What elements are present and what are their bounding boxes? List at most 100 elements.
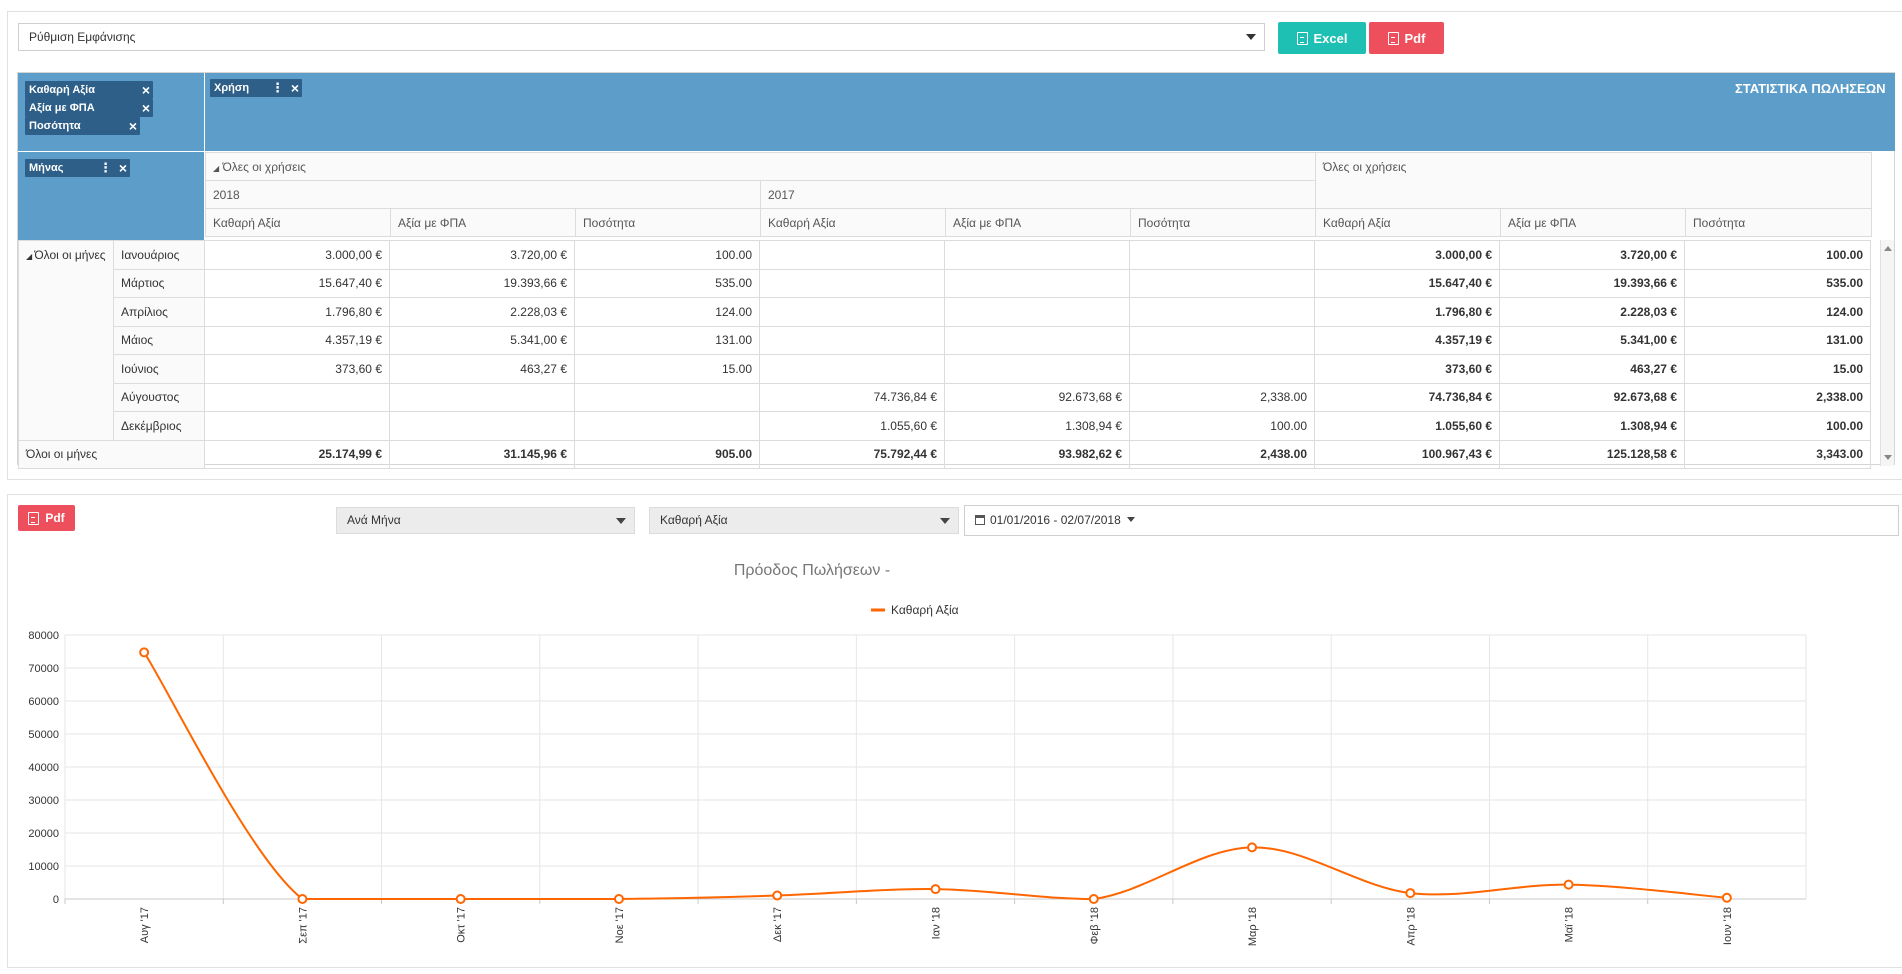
data-point <box>772 890 783 901</box>
data-point <box>1247 842 1258 853</box>
table-cell: 463,27 € <box>1499 354 1685 384</box>
y-tick-label: 10000 <box>28 861 59 873</box>
chart-pdf-label: Pdf <box>45 511 65 525</box>
column-field-chip[interactable]: Χρήση ⋮ × <box>210 79 302 97</box>
excel-file-icon <box>1296 31 1308 45</box>
close-icon[interactable]: × <box>141 82 150 98</box>
scroll-up-icon[interactable] <box>1884 246 1892 251</box>
table-cell: 1.796,80 € <box>1314 297 1500 327</box>
table-cell: 100.00 <box>1129 411 1315 441</box>
x-tick-label: Μαρ '18 <box>1247 907 1259 946</box>
table-row: Μάρτιος 15.647,40 €19.393,66 €535.00 15.64… <box>19 268 1871 298</box>
data-point <box>297 894 308 904</box>
table-cell <box>944 354 1130 384</box>
month-label: Μάιος <box>113 325 205 355</box>
close-icon[interactable]: × <box>141 100 150 116</box>
date-range-picker[interactable]: 01/01/2016 - 02/07/2018 <box>964 505 1899 536</box>
table-cell <box>1129 325 1315 355</box>
table-cell <box>759 354 945 384</box>
table-cell: 2.228,03 € <box>389 297 575 327</box>
all-months-label: Όλοι οι μήνες <box>34 248 106 262</box>
table-cell: 131.00 <box>574 325 760 355</box>
year-header[interactable]: 2017 <box>760 180 1316 209</box>
close-icon[interactable]: × <box>128 118 137 134</box>
table-cell <box>1129 354 1315 384</box>
scroll-down-icon[interactable] <box>1884 455 1892 460</box>
y-tick-label: 0 <box>53 894 59 906</box>
all-months-header[interactable]: ◢ Όλοι οι μήνες <box>18 240 114 441</box>
group-by-select[interactable]: Ανά Μήνα <box>336 507 635 534</box>
total-cell: 93.982,62 € <box>944 439 1130 469</box>
table-cell: 15.647,40 € <box>1314 268 1500 298</box>
metric-select[interactable]: Καθαρή Αξία <box>649 507 959 534</box>
table-cell <box>389 382 575 412</box>
chevron-down-icon <box>940 518 950 524</box>
all-years-header[interactable]: ◢ Όλες οι χρήσεις <box>205 152 1316 181</box>
table-cell: 124.00 <box>574 297 760 327</box>
data-field-chip[interactable]: Καθαρή Αξία × <box>25 81 153 99</box>
x-tick-label: Οκτ '17 <box>456 907 468 943</box>
table-cell: 131.00 <box>1684 325 1871 355</box>
table-cell: 4.357,19 € <box>204 325 390 355</box>
close-icon[interactable]: × <box>118 160 127 176</box>
layout-select-value: Ρύθμιση Εμφάνισης <box>29 30 136 44</box>
data-point <box>1088 894 1099 904</box>
table-cell: 535.00 <box>1684 268 1871 298</box>
x-tick-label: Νοε '17 <box>614 907 626 943</box>
chart-pdf-button[interactable]: Pdf <box>18 505 75 531</box>
calendar-icon <box>975 515 985 525</box>
table-cell: 373,60 € <box>1314 354 1500 384</box>
table-cell <box>574 382 760 412</box>
collapse-triangle-icon[interactable]: ◢ <box>26 252 35 261</box>
all-years-label: Όλες οι χρήσεις <box>222 159 306 174</box>
table-cell: 2,338.00 <box>1129 382 1315 412</box>
collapse-triangle-icon[interactable]: ◢ <box>213 163 220 173</box>
table-cell: 100.00 <box>574 240 760 270</box>
year-header[interactable]: 2018 <box>205 180 761 209</box>
more-vertical-icon[interactable]: ⋮ <box>99 160 112 175</box>
table-cell <box>574 411 760 441</box>
data-point <box>139 647 150 658</box>
report-title: ΣΤΑΤΙΣΤΙΚΑ ΠΩΛΗΣΕΩΝ <box>1735 81 1886 96</box>
row-field-chip[interactable]: Μήνας ⋮ × <box>25 159 130 177</box>
grand-total-label: Όλες οι χρήσεις <box>1323 160 1407 174</box>
pdf-button-label: Pdf <box>1404 30 1426 46</box>
row-fields-area: Μήνας ⋮ × <box>18 152 204 240</box>
excel-button-label: Excel <box>1313 30 1348 46</box>
close-icon[interactable]: × <box>290 80 299 96</box>
table-cell <box>204 411 390 441</box>
table-cell <box>944 325 1130 355</box>
more-vertical-icon[interactable]: ⋮ <box>271 80 284 95</box>
table-cell: 74.736,84 € <box>1314 382 1500 412</box>
table-cell: 74.736,84 € <box>759 382 945 412</box>
y-tick-label: 60000 <box>28 696 59 708</box>
column-header-table: ◢ Όλες οι χρήσεις Όλες οι χρήσεις 2018 2… <box>205 152 1872 237</box>
date-range-value: 01/01/2016 - 02/07/2018 <box>990 513 1121 527</box>
table-cell: 535.00 <box>574 268 760 298</box>
table-cell <box>389 411 575 441</box>
table-cell: 1.055,60 € <box>759 411 945 441</box>
excel-export-button[interactable]: Excel <box>1278 22 1366 54</box>
data-fields-area: Καθαρή Αξία × Αξία με ΦΠΑ × Ποσότητα × <box>18 73 204 151</box>
column-field-label: Χρήση <box>214 82 250 94</box>
layout-select[interactable]: Ρύθμιση Εμφάνισης <box>18 23 1265 51</box>
total-cell: 905.00 <box>574 439 760 469</box>
data-field-chip[interactable]: Αξία με ΦΠΑ × <box>25 99 153 117</box>
grand-total-header: Όλες οι χρήσεις <box>1315 152 1872 209</box>
data-field-chip[interactable]: Ποσότητα × <box>25 117 140 135</box>
measure-header: Αξία με ΦΠΑ <box>1500 208 1686 237</box>
table-cell: 3.000,00 € <box>1314 240 1500 270</box>
month-label: Αύγουστος <box>113 382 205 412</box>
data-point <box>1563 879 1574 890</box>
table-cell: 1.055,60 € <box>1314 411 1500 441</box>
vertical-scrollbar[interactable] <box>1880 240 1894 466</box>
table-cell: 15.00 <box>574 354 760 384</box>
x-tick-label: Φεβ '18 <box>1089 907 1101 944</box>
measure-header: Καθαρή Αξία <box>760 208 946 237</box>
pdf-export-button[interactable]: Pdf <box>1369 22 1444 54</box>
table-cell <box>759 240 945 270</box>
table-cell: 1.308,94 € <box>1499 411 1685 441</box>
group-by-value: Ανά Μήνα <box>347 513 401 527</box>
x-tick-label: Μαϊ '18 <box>1564 907 1576 942</box>
chart-panel: Πρόοδος Πωλήσεων - Καθαρή Αξία 80000 70000 6… <box>7 494 1902 968</box>
